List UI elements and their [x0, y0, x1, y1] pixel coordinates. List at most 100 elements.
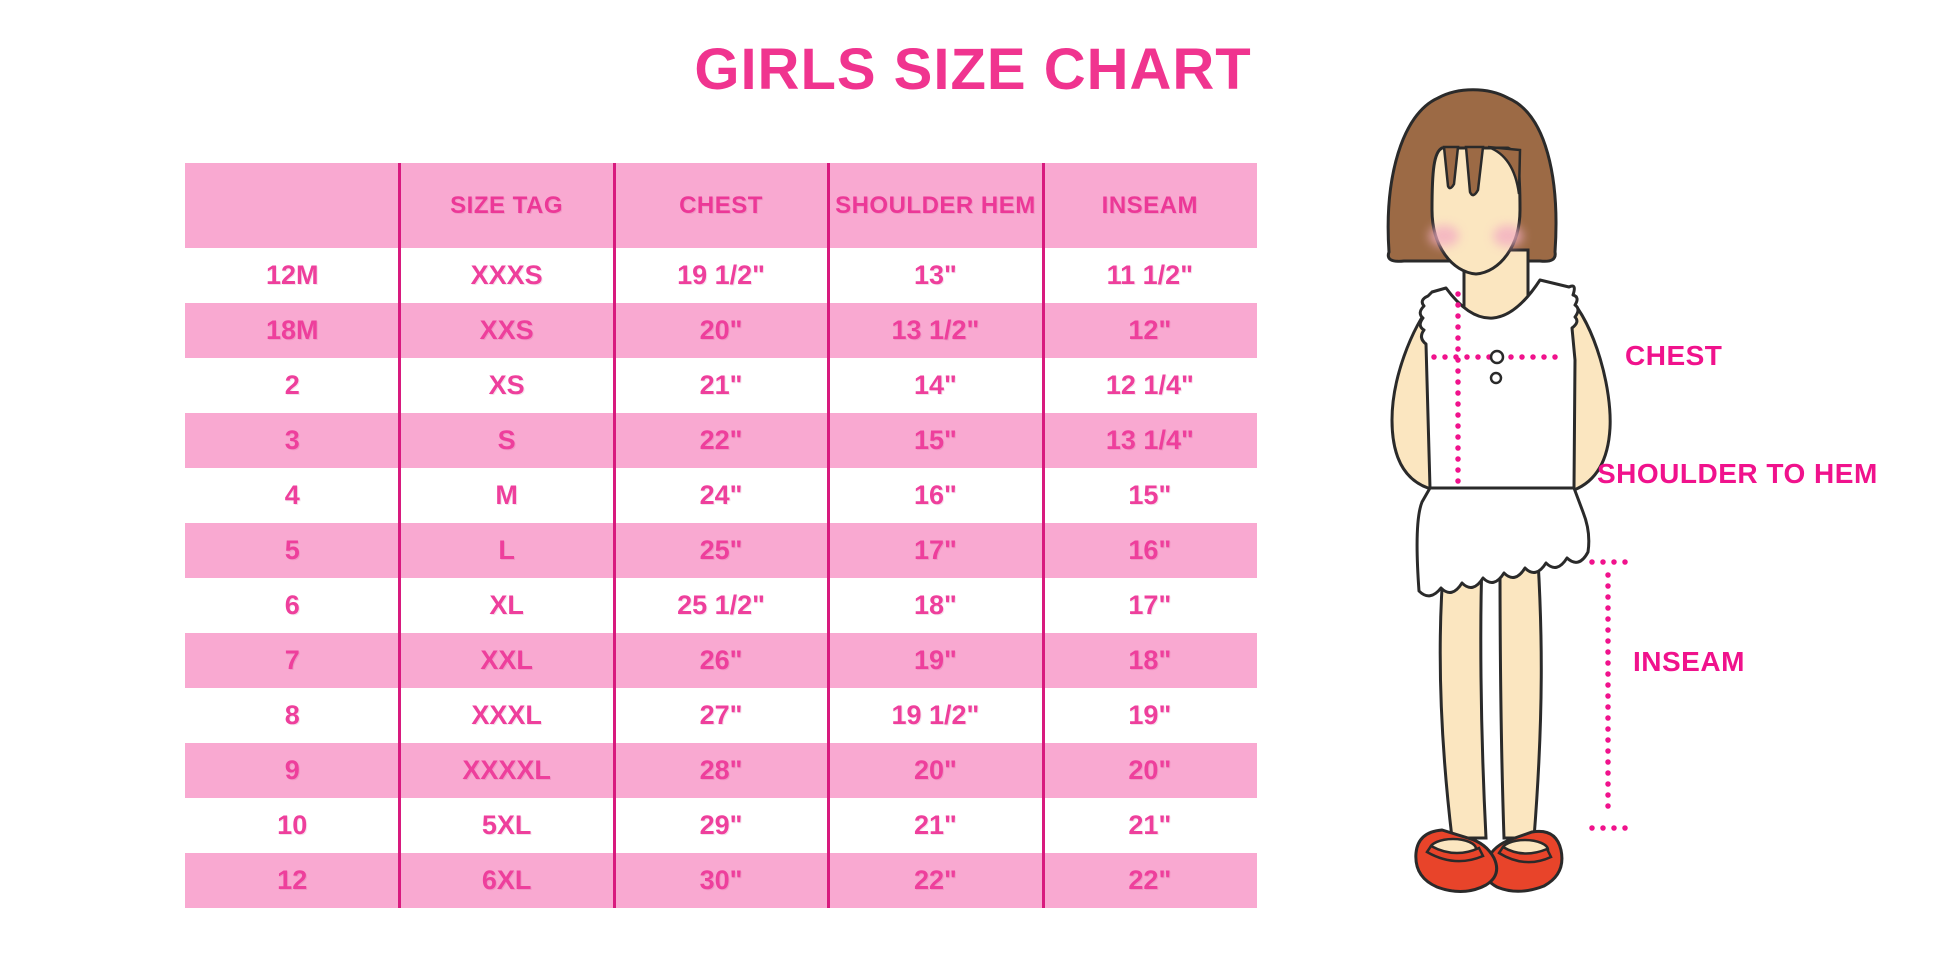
cell-size-tag: XL — [489, 590, 524, 620]
cell-size: 9 — [284, 755, 300, 785]
cell-chest: 30" — [699, 865, 743, 895]
column-header-chest: CHEST — [679, 191, 763, 219]
cell-inseam: 19" — [1128, 700, 1172, 730]
cell-inseam: 21" — [1128, 810, 1172, 840]
cell-shoulder-hem: 14" — [914, 370, 957, 400]
cell-shoulder-hem: 13 1/2" — [891, 315, 980, 345]
skirt — [1415, 486, 1591, 598]
cell-size-tag: L — [498, 535, 515, 565]
table-header-row: SIZE TAG CHEST SHOULDER HEM INSEAM — [185, 163, 1257, 248]
table-row: 12M XXXS 19 1/2" 13" 11 1/2" — [185, 248, 1257, 303]
shoe-right — [1483, 829, 1564, 893]
column-header-size — [185, 163, 399, 248]
cell-size-tag: 5XL — [481, 810, 532, 840]
button — [1489, 371, 1503, 385]
cell-shoulder-hem: 19" — [914, 645, 957, 675]
blush-right — [1493, 225, 1523, 247]
table-row: 18M XXS 20" 13 1/2" 12" — [185, 303, 1257, 358]
cell-size-tag: S — [497, 425, 516, 455]
column-divider — [612, 163, 616, 908]
inseam-label: INSEAM — [1633, 646, 1745, 677]
cell-shoulder-hem: 19 1/2" — [891, 700, 980, 730]
table-row: 9 XXXXL 28" 20" 20" — [185, 743, 1257, 798]
cell-size: 3 — [284, 425, 300, 455]
cell-size: 8 — [284, 700, 300, 730]
cell-inseam: 16" — [1128, 535, 1172, 565]
table-row: 12 6XL 30" 22" 22" — [185, 853, 1257, 908]
table-row: 10 5XL 29" 21" 21" — [185, 798, 1257, 853]
cell-size: 12 — [277, 865, 308, 895]
shoulder-to-hem-label: SHOULDER TO HEM — [1597, 458, 1878, 489]
table-row: 6 XL 25 1/2" 18" 17" — [185, 578, 1257, 633]
cell-chest: 29" — [699, 810, 743, 840]
column-divider — [398, 163, 402, 908]
column-header-size-tag: SIZE TAG — [450, 191, 564, 219]
cell-size-tag: XXS — [479, 315, 534, 345]
cell-shoulder-hem: 15" — [914, 425, 957, 455]
cell-chest: 24" — [699, 480, 743, 510]
cell-chest: 21" — [699, 370, 743, 400]
cell-size-tag: 6XL — [481, 865, 532, 895]
bang-sweep — [1487, 145, 1522, 195]
cell-inseam: 18" — [1128, 645, 1172, 675]
cell-inseam: 20" — [1128, 755, 1172, 785]
chest-label: CHEST — [1625, 340, 1723, 371]
cell-size: 10 — [277, 810, 308, 840]
table-row: 8 XXXL 27" 19 1/2" 19" — [185, 688, 1257, 743]
cell-shoulder-hem: 21" — [914, 810, 957, 840]
cell-size-tag: XS — [488, 370, 525, 400]
cell-shoulder-hem: 22" — [914, 865, 957, 895]
cell-shoulder-hem: 13" — [914, 260, 957, 290]
page-title: GIRLS SIZE CHART — [694, 37, 1252, 102]
column-header-inseam: INSEAM — [1101, 191, 1198, 219]
bang-spike — [1442, 145, 1460, 190]
cell-inseam: 12" — [1128, 315, 1172, 345]
cell-chest: 25" — [699, 535, 743, 565]
column-divider — [1041, 163, 1045, 908]
cell-size-tag: XXXS — [470, 260, 543, 290]
table-row: 3 S 22" 15" 13 1/4" — [185, 413, 1257, 468]
cell-shoulder-hem: 17" — [914, 535, 957, 565]
cell-chest: 28" — [699, 755, 743, 785]
cell-inseam: 15" — [1128, 480, 1172, 510]
shoe-left — [1414, 828, 1499, 893]
girl-illustration — [1386, 88, 1631, 893]
cell-size-tag: XXL — [480, 645, 533, 675]
bang-spike — [1464, 145, 1485, 197]
table-row: 7 XXL 26" 19" 18" — [185, 633, 1257, 688]
cell-shoulder-hem: 18" — [914, 590, 957, 620]
cell-chest: 19 1/2" — [677, 260, 765, 290]
column-header-shoulder-hem: SHOULDER HEM — [835, 191, 1036, 219]
button — [1489, 349, 1505, 365]
cell-size: 18M — [265, 315, 319, 345]
leg-right — [1498, 558, 1543, 840]
cell-size-tag: M — [495, 480, 518, 510]
table-row: 5 L 25" 17" 16" — [185, 523, 1257, 578]
column-divider — [827, 163, 831, 908]
size-table: SIZE TAG CHEST SHOULDER HEM INSEAM 12M X… — [185, 163, 1257, 908]
cell-size-tag: XXXL — [471, 700, 542, 730]
cell-shoulder-hem: 16" — [914, 480, 957, 510]
cell-chest: 25 1/2" — [677, 590, 765, 620]
cell-size: 4 — [284, 480, 300, 510]
cell-chest: 27" — [699, 700, 743, 730]
table-row: 4 M 24" 16" 15" — [185, 468, 1257, 523]
cell-size: 6 — [284, 590, 300, 620]
cell-size: 7 — [284, 645, 300, 675]
cell-chest: 22" — [699, 425, 743, 455]
table-row: 2 XS 21" 14" 12 1/4" — [185, 358, 1257, 413]
cell-inseam: 22" — [1128, 865, 1172, 895]
cell-size-tag: XXXXL — [462, 755, 551, 785]
cell-inseam: 13 1/4" — [1105, 425, 1194, 455]
cell-chest: 20" — [699, 315, 743, 345]
cell-size: 2 — [284, 370, 300, 400]
cell-shoulder-hem: 20" — [914, 755, 957, 785]
leg-left — [1438, 558, 1488, 840]
cell-inseam: 12 1/4" — [1105, 370, 1194, 400]
cell-size: 5 — [284, 535, 300, 565]
cell-inseam: 11 1/2" — [1106, 260, 1194, 290]
cell-inseam: 17" — [1128, 590, 1172, 620]
cell-size: 12M — [265, 260, 319, 290]
cell-chest: 26" — [699, 645, 743, 675]
